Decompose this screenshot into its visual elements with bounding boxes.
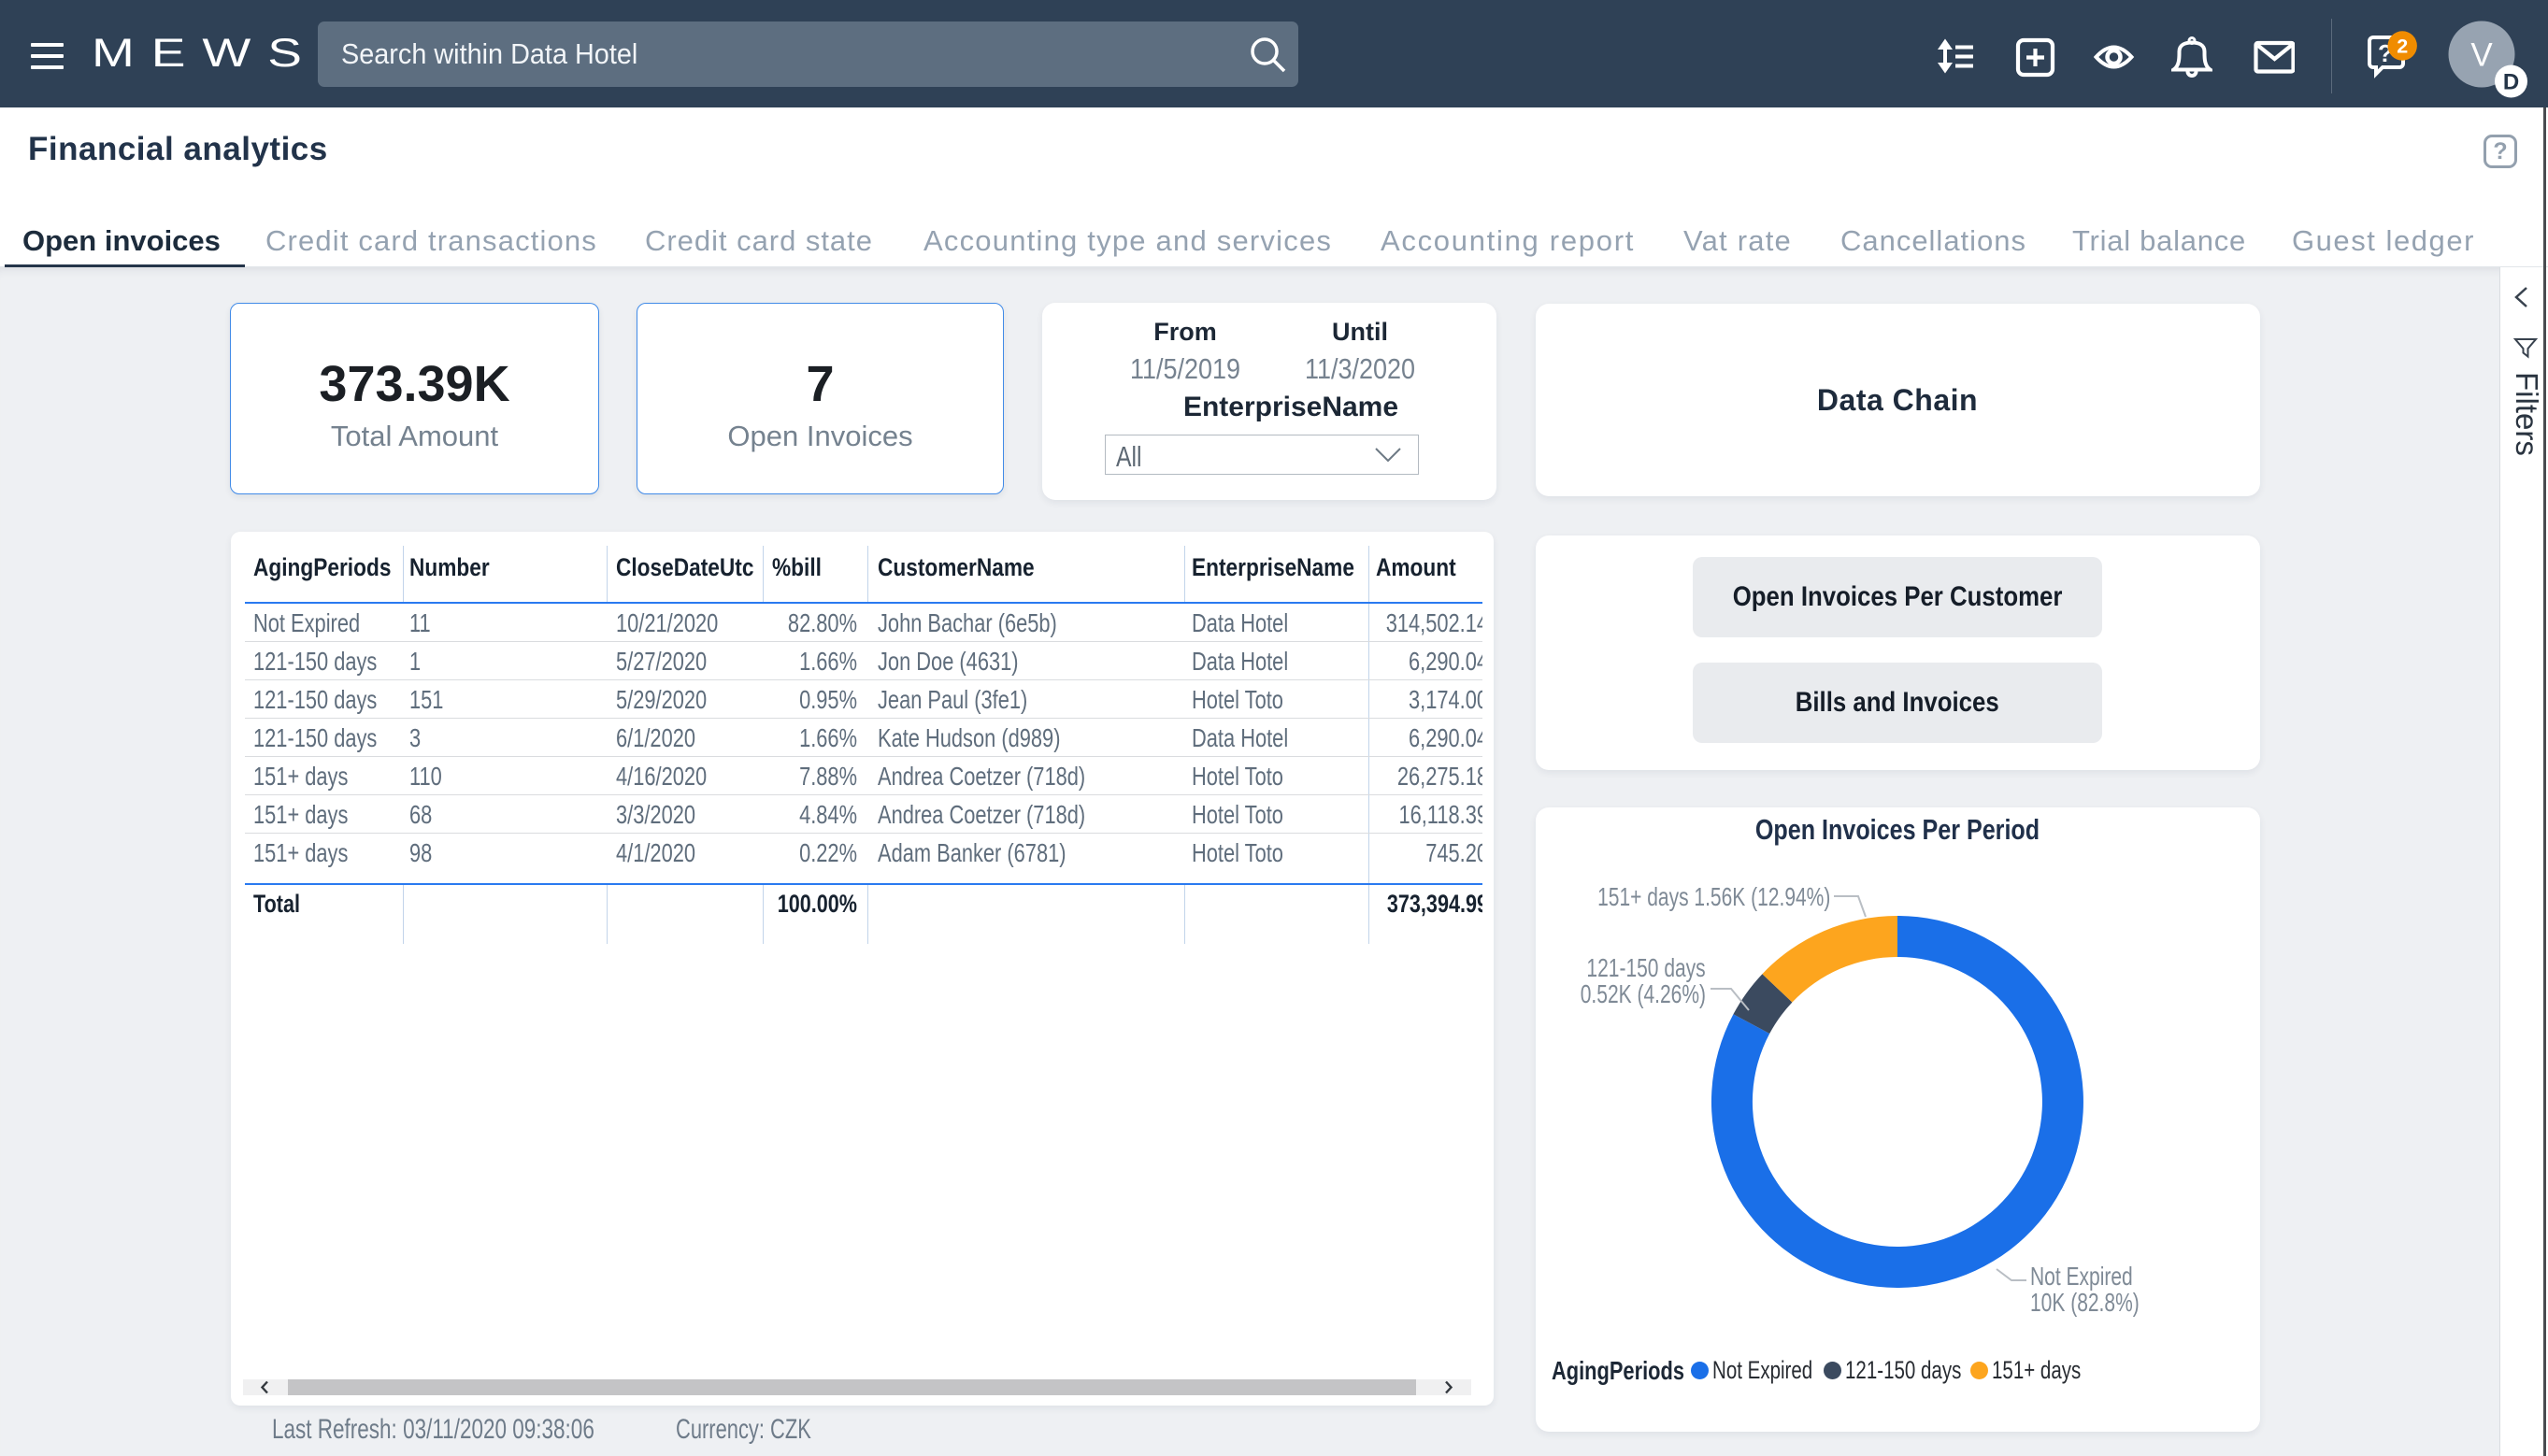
svg-text:2: 2 bbox=[2397, 36, 2408, 58]
svg-text:D: D bbox=[2503, 70, 2519, 95]
svg-text:V: V bbox=[2470, 37, 2493, 74]
